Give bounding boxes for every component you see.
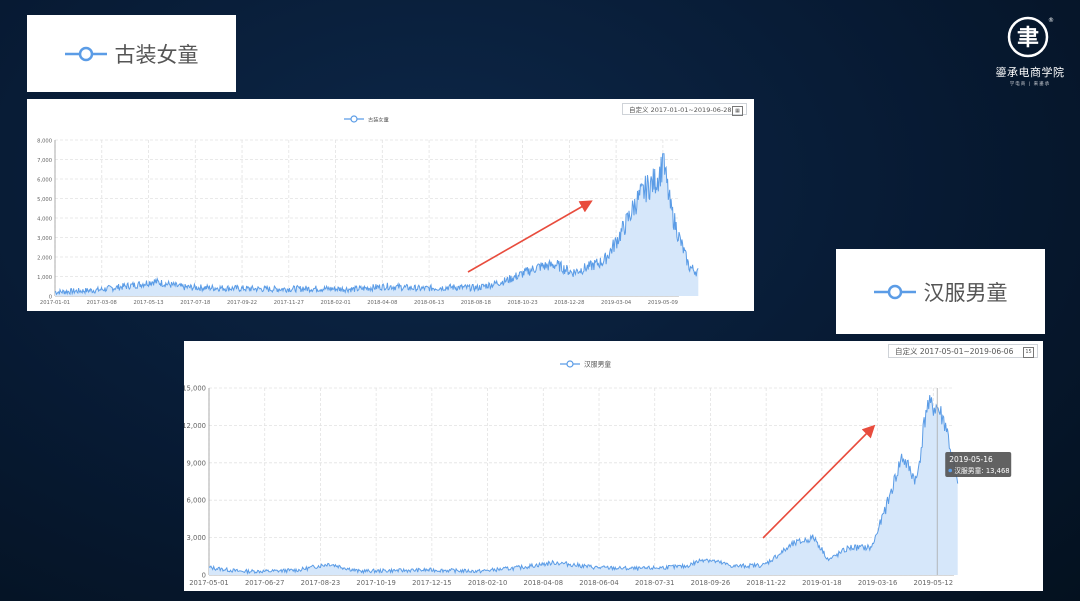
tooltip-date: 2019-05-16 (949, 455, 993, 464)
y-tick-label: 8,000 (37, 139, 52, 145)
x-tick-label: 2017-11-27 (274, 300, 304, 306)
x-tick-label: 2017-07-18 (180, 300, 210, 306)
brand-slogan: 学电商 | 来鎏承 (1009, 82, 1051, 87)
svg-text:®: ® (1048, 17, 1054, 24)
x-tick-label: 2019-03-16 (858, 579, 898, 587)
x-tick-label: 2017-03-08 (87, 300, 117, 306)
calendar-icon[interactable]: 15 (1023, 347, 1034, 358)
svg-text:聿: 聿 (1017, 25, 1039, 51)
date-range-text: 自定义 2017-01-01~2019-06-28 (629, 106, 732, 114)
legend-card-label: 汉服男童 (923, 280, 1008, 305)
y-tick-label: 9,000 (187, 459, 206, 467)
x-tick-label: 2019-05-12 (914, 579, 954, 587)
y-tick-label: 3,000 (187, 534, 206, 542)
x-tick-label: 2018-02-01 (320, 300, 350, 306)
brand-logo: 聿 ® 鎏承电商学院 学电商 | 来鎏承 (980, 14, 1080, 87)
y-tick-label: 15,000 (184, 385, 206, 393)
chart-panel-guzhuang: 自定义 2017-01-01~2019-06-28 ▦ 古装女童 0 1,000 2,… (27, 99, 754, 311)
y-tick-label: 7,000 (37, 158, 52, 164)
x-tick-label: 2017-06-27 (245, 579, 285, 587)
calendar-icon[interactable]: ▦ (732, 106, 743, 116)
legend-card-hanfu: 汉服男童 (836, 249, 1045, 334)
x-tick-label: 2018-06-04 (579, 579, 619, 587)
y-tick-label: 12,000 (184, 422, 206, 430)
legend-line-icon (64, 46, 107, 61)
legend-card-guzhuang: 古装女童 (27, 15, 236, 92)
x-tick-label: 2017-09-22 (227, 300, 257, 306)
x-tick-label: 2017-05-13 (133, 300, 163, 306)
y-tick-label: 0 (49, 295, 52, 301)
x-tick-label: 2018-12-28 (554, 300, 584, 306)
legend-label: 汉服男童 (584, 360, 611, 369)
x-tick-label: 2017-10-19 (356, 579, 396, 587)
series-line (54, 153, 699, 296)
x-tick-label: 2018-10-23 (508, 300, 538, 306)
y-tick-label: 0 (202, 572, 206, 580)
tooltip-marker (948, 468, 953, 473)
legend-line-icon (873, 284, 916, 299)
x-tick-label: 2017-05-01 (189, 579, 229, 587)
x-tick-label: 2018-04-08 (524, 579, 564, 587)
legend-label: 古装女童 (368, 116, 389, 124)
x-tick-label: 2017-12-15 (412, 579, 452, 587)
y-tick-label: 5,000 (37, 197, 52, 203)
y-tick-label: 3,000 (37, 236, 52, 242)
brand-seal-icon: 聿 ® (1007, 16, 1054, 58)
x-tick-label: 2018-11-22 (746, 579, 786, 587)
x-tick-label: 2018-09-26 (691, 579, 731, 587)
series-line (208, 395, 959, 575)
legend-card-label: 古装女童 (114, 42, 199, 67)
legend-marker (350, 115, 358, 123)
series-area (209, 395, 958, 575)
date-range-picker[interactable]: 自定义 2017-01-01~2019-06-28 ▦ (622, 103, 747, 116)
x-tick-label: 2017-01-01 (40, 300, 70, 306)
x-tick-label: 2018-02-10 (468, 579, 508, 587)
tooltip-box (945, 452, 1012, 477)
x-tick-label: 2017-08-23 (301, 579, 341, 587)
x-tick-label: 2019-03-04 (601, 300, 632, 306)
x-tick-label: 2019-05-09 (648, 300, 678, 306)
x-tick-label: 2018-04-08 (367, 300, 397, 306)
legend-marker (566, 360, 574, 368)
date-range-picker[interactable]: 自定义 2017-05-01~2019-06-06 15 (888, 344, 1038, 358)
chart-guzhuang: 古装女童 0 1,000 2,000 3,000 4,000 5,000 6,000 7,000… (37, 115, 699, 306)
date-range-text: 自定义 2017-05-01~2019-06-06 (895, 346, 1014, 356)
y-tick-label: 2,000 (37, 256, 52, 262)
chart-panel-hanfu: 自定义 2017-05-01~2019-06-06 15 汉服男童 0 3,000 6… (182, 341, 1043, 591)
tooltip-value: 汉服男童: 13,468 (954, 466, 1009, 475)
y-tick-label: 4,000 (37, 217, 52, 223)
chart-hanfu: 汉服男童 0 3,000 6,000 9,000 12,000 15,000 2017-05-… (182, 360, 1012, 587)
series-area (55, 153, 699, 296)
x-tick-label: 2018-07-31 (635, 579, 675, 587)
x-tick-label: 2019-01-18 (802, 579, 842, 587)
y-tick-label: 1,000 (37, 275, 52, 281)
y-tick-label: 6,000 (37, 178, 52, 184)
y-tick-label: 6,000 (187, 497, 206, 505)
brand-name: 鎏承电商学院 (995, 66, 1065, 79)
x-tick-label: 2018-06-13 (414, 300, 444, 306)
x-tick-label: 2018-08-18 (461, 300, 491, 306)
